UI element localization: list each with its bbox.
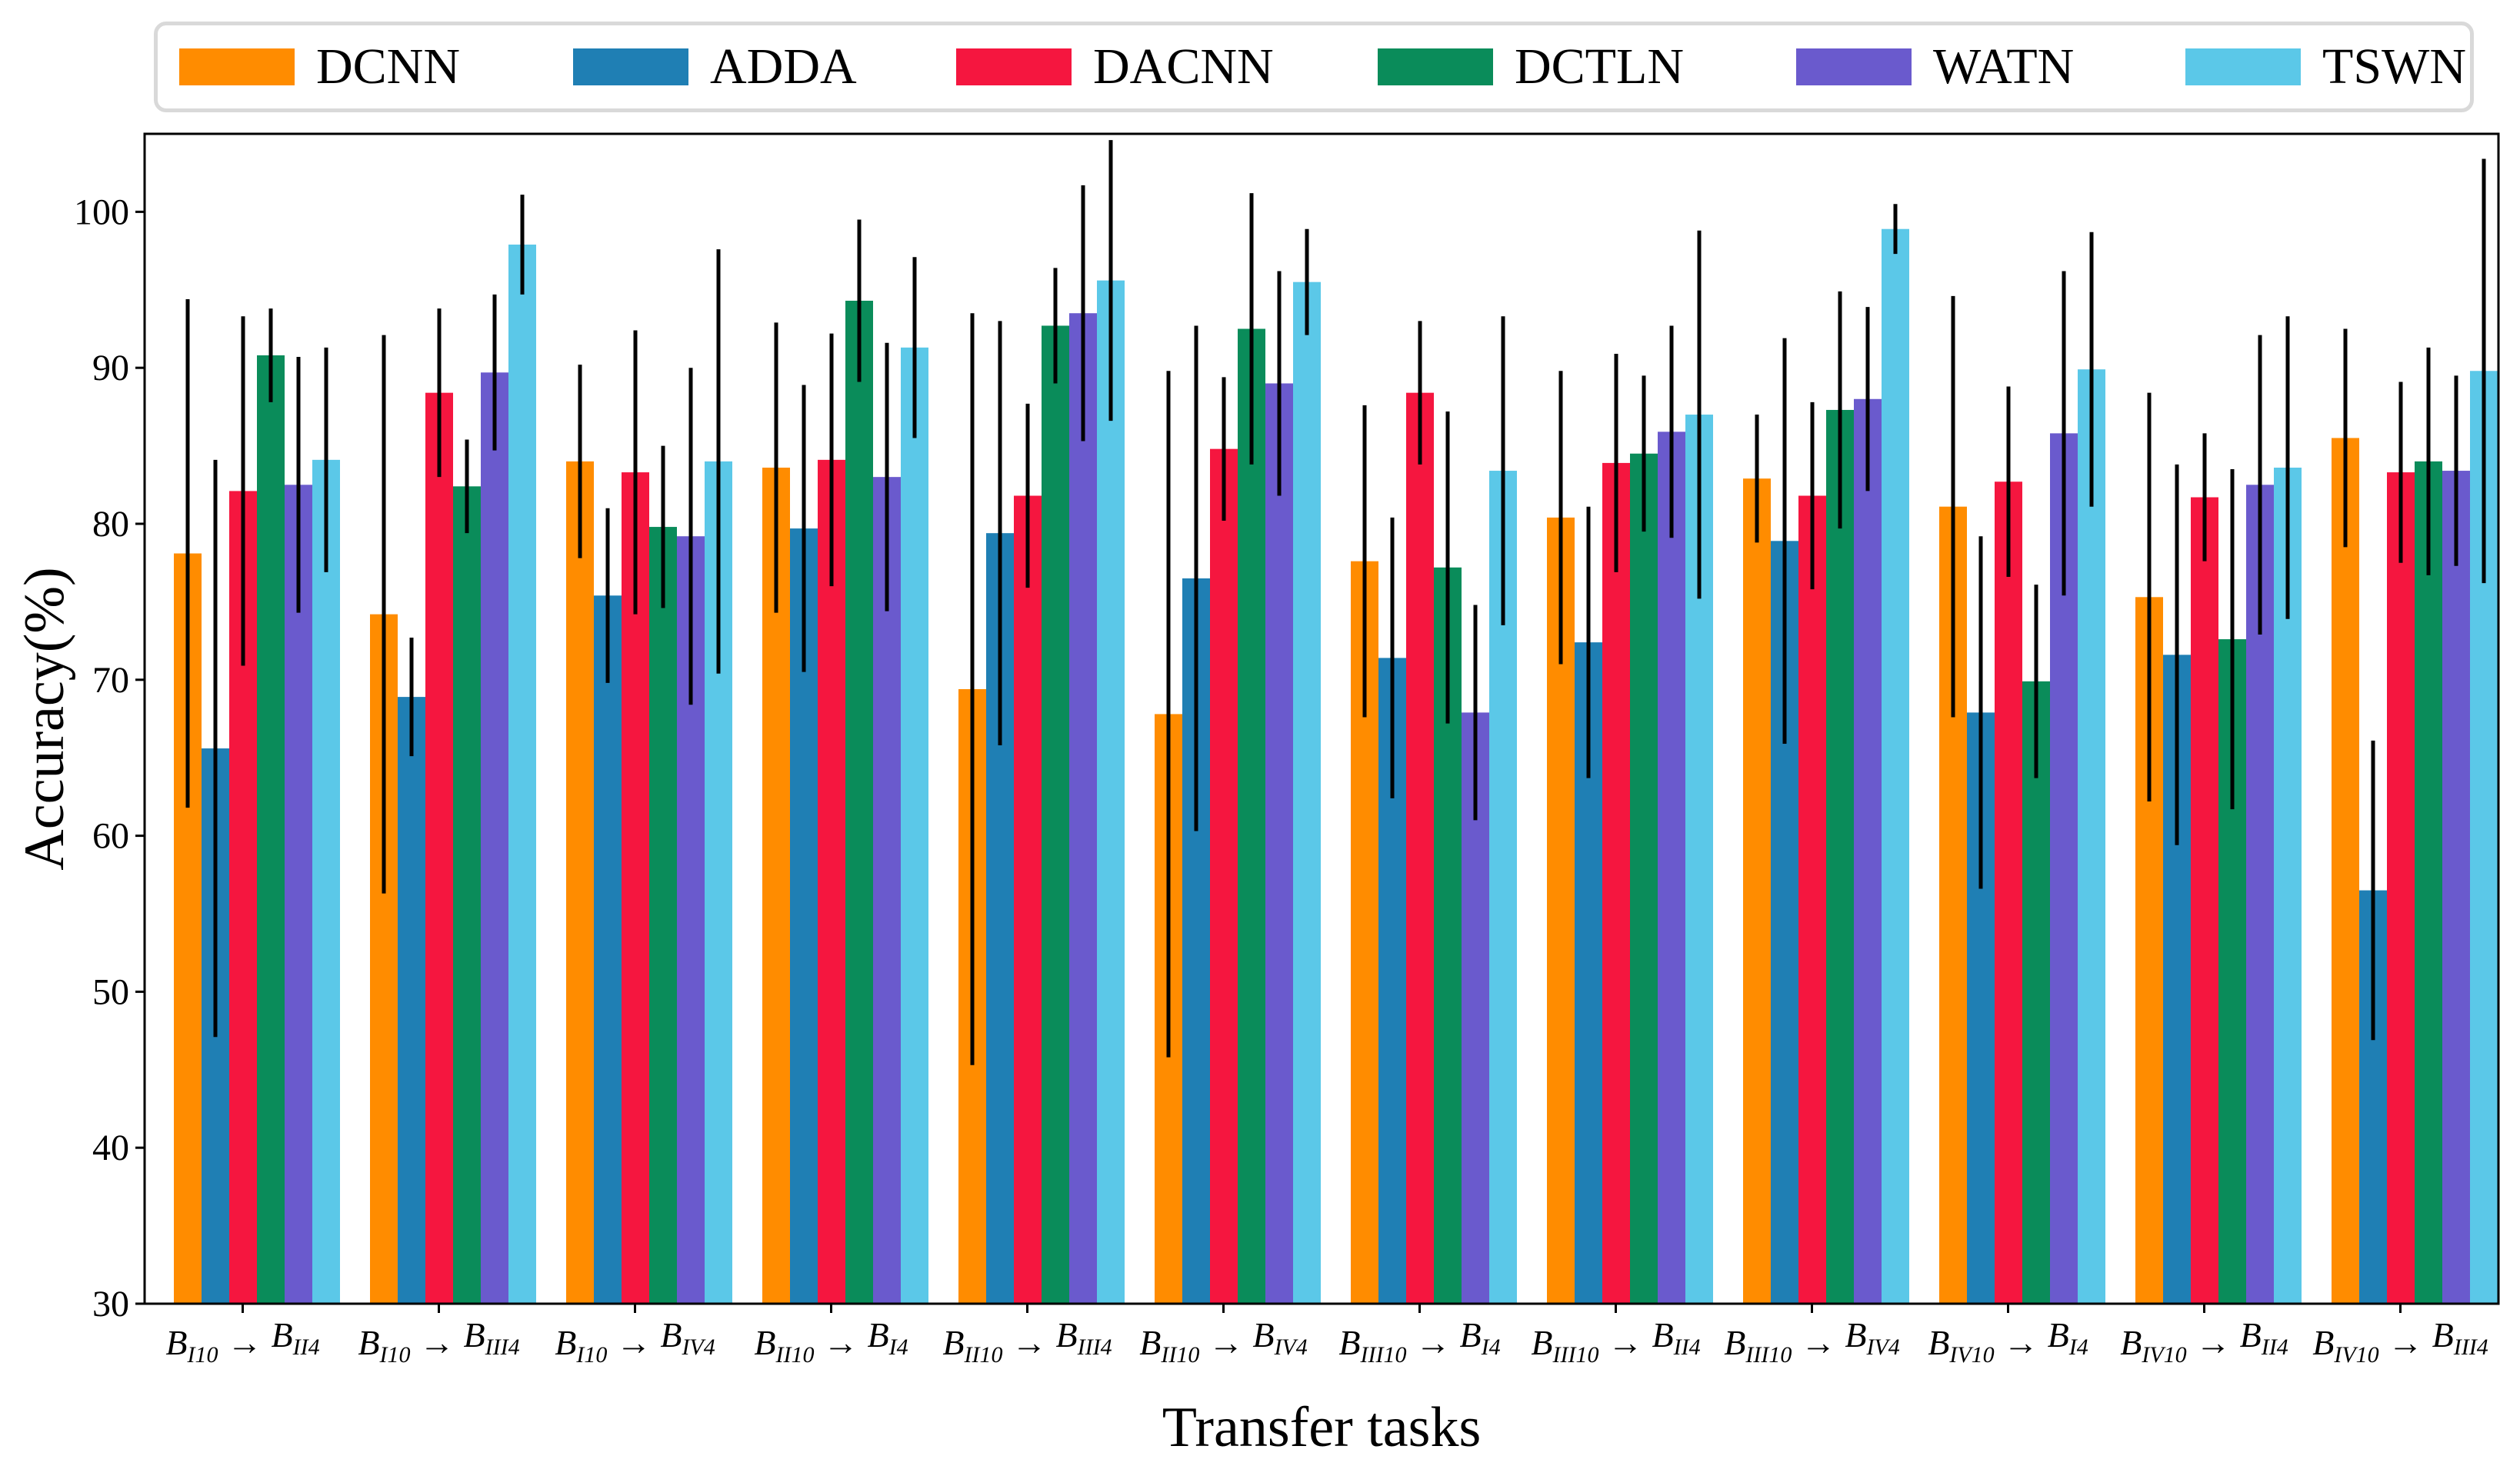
legend-swatch-tswn <box>2185 48 2301 85</box>
bar-watn-7 <box>1658 431 1685 1304</box>
bar-dacnn-4 <box>1014 495 1042 1304</box>
bar-tswn-8 <box>1882 228 1909 1304</box>
bar-dacnn-6 <box>1406 392 1434 1304</box>
bar-tswn-5 <box>1293 282 1321 1304</box>
legend-swatch-dacnn <box>956 48 1072 85</box>
bar-dacnn-11 <box>2387 472 2415 1304</box>
legend-label-dctln: DCTLN <box>1515 38 1684 95</box>
bar-watn-4 <box>1069 313 1097 1304</box>
x-tick-label-0: BI10 → BII4 <box>165 1315 319 1368</box>
x-tick-label-7: BIII10 → BII4 <box>1531 1315 1700 1368</box>
bar-dacnn-7 <box>1602 462 1630 1304</box>
error-bars-layer <box>185 140 2486 1065</box>
legend-item-watn: WATN <box>1796 25 2074 108</box>
bar-tswn-4 <box>1097 280 1125 1304</box>
legend-item-adda: ADDA <box>573 25 857 108</box>
x-tick-label-10: BIV10 → BII4 <box>2120 1315 2288 1368</box>
bar-dacnn-1 <box>425 392 453 1304</box>
bar-dctln-1 <box>453 486 481 1304</box>
bar-watn-11 <box>2442 471 2470 1304</box>
y-axis: 30 40 50 60 70 80 90 100 <box>74 192 145 1324</box>
bar-watn-3 <box>873 477 901 1304</box>
legend-item-dctln: DCTLN <box>1378 25 1684 108</box>
x-tick-label-8: BIII10 → BIV4 <box>1724 1315 1900 1368</box>
bar-dctln-8 <box>1826 409 1854 1304</box>
bar-dacnn-8 <box>1798 495 1826 1304</box>
legend-item-dcnn: DCNN <box>179 25 460 108</box>
bar-dctln-11 <box>2415 461 2442 1304</box>
bars-layer <box>174 228 2498 1304</box>
bar-dacnn-9 <box>1995 481 2022 1304</box>
bar-watn-5 <box>1265 383 1293 1304</box>
bar-tswn-0 <box>312 459 340 1304</box>
legend-item-dacnn: DACNN <box>956 25 1274 108</box>
bar-adda-1 <box>398 697 425 1304</box>
bar-watn-8 <box>1854 398 1882 1304</box>
legend-label-adda: ADDA <box>710 38 857 95</box>
bar-dctln-5 <box>1238 328 1265 1304</box>
y-tick-label-3: 60 <box>92 816 129 857</box>
legend-swatch-dcnn <box>179 48 295 85</box>
plot-frame <box>143 132 2500 1305</box>
y-tick-label-4: 70 <box>92 660 129 701</box>
bar-dacnn-3 <box>818 459 845 1304</box>
y-tick-label-6: 90 <box>92 348 129 388</box>
bar-dcnn-8 <box>1743 478 1771 1304</box>
x-tick-label-5: BII10 → BIV4 <box>1139 1315 1308 1368</box>
legend: DCNN ADDA DACNN DCTLN WATN TSWN <box>154 22 2474 112</box>
legend-label-dcnn: DCNN <box>316 38 461 95</box>
bar-dcnn-2 <box>566 461 594 1304</box>
legend-item-tswn: TSWN <box>2185 25 2466 108</box>
bar-dctln-7 <box>1630 453 1658 1304</box>
bar-dacnn-5 <box>1210 448 1238 1304</box>
bar-dacnn-10 <box>2191 497 2218 1304</box>
x-tick-label-1: BI10 → BIII4 <box>358 1315 519 1368</box>
y-axis-title: Accuracy(%) <box>13 567 76 870</box>
bar-adda-2 <box>594 595 622 1304</box>
bar-dctln-3 <box>845 300 873 1304</box>
bar-tswn-1 <box>508 244 536 1304</box>
bar-dctln-4 <box>1042 325 1069 1304</box>
y-tick-label-1: 40 <box>92 1128 129 1168</box>
y-tick-label-0: 30 <box>92 1284 129 1324</box>
bar-watn-1 <box>481 372 508 1304</box>
legend-swatch-watn <box>1796 48 1912 85</box>
y-tick-label-2: 50 <box>92 971 129 1012</box>
x-tick-label-11: BIV10 → BIII4 <box>2312 1315 2488 1368</box>
y-tick-label-7: 100 <box>74 192 129 232</box>
bar-watn-0 <box>285 485 312 1304</box>
x-tick-label-9: BIV10 → BI4 <box>1928 1315 2088 1368</box>
x-axis: BI10 → BII4 BI10 → BIII4 BI10 → BIV4 BII10 … <box>165 1304 2488 1368</box>
x-tick-label-4: BII10 → BIII4 <box>942 1315 1112 1368</box>
legend-swatch-adda <box>573 48 688 85</box>
x-tick-label-2: BI10 → BIV4 <box>555 1315 715 1368</box>
bar-dctln-2 <box>649 527 677 1304</box>
bar-dctln-0 <box>257 355 285 1304</box>
legend-swatch-dctln <box>1378 48 1493 85</box>
legend-label-dacnn: DACNN <box>1093 38 1274 95</box>
bar-dcnn-11 <box>2332 438 2359 1304</box>
bar-dctln-9 <box>2022 681 2050 1304</box>
x-axis-title: Transfer tasks <box>1162 1396 1482 1459</box>
legend-label-watn: WATN <box>1933 38 2075 95</box>
y-tick-label-5: 80 <box>92 504 129 545</box>
legend-label-tswn: TSWN <box>2322 38 2466 95</box>
bar-tswn-3 <box>901 347 928 1304</box>
x-tick-label-3: BII10 → BI4 <box>754 1315 908 1368</box>
bar-tswn-9 <box>2078 369 2105 1304</box>
x-tick-label-6: BIII10 → BI4 <box>1338 1315 1500 1368</box>
